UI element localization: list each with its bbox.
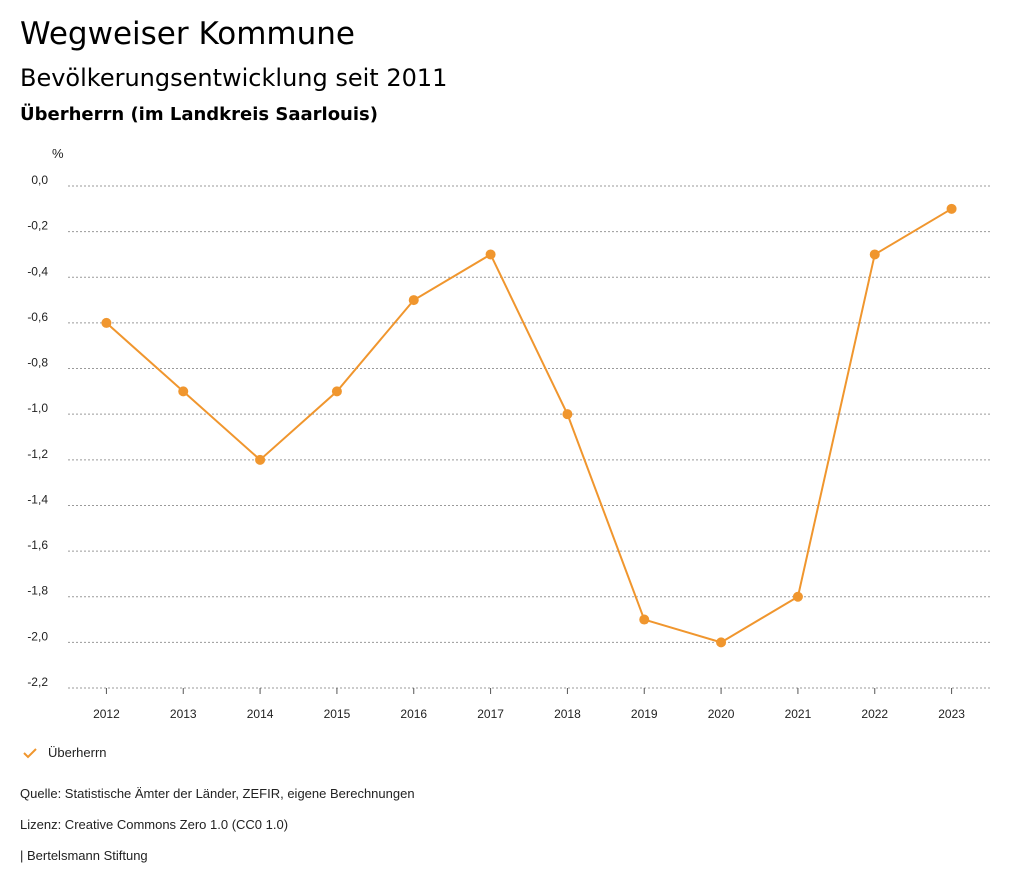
x-tick-label: 2015 xyxy=(324,707,351,721)
legend[interactable]: Überherrn xyxy=(22,745,107,760)
y-tick-label: -0,8 xyxy=(27,356,48,370)
legend-label: Überherrn xyxy=(48,745,107,760)
y-tick-label: -2,2 xyxy=(27,675,48,689)
y-tick-label: -1,0 xyxy=(27,401,48,415)
y-axis-ticks: 0,0 -0,2 -0,4 -0,6 -0,8 -1,0 -1,2 -1,4 -1,6 -1,8 -… xyxy=(27,173,48,689)
x-tick-label: 2018 xyxy=(554,707,581,721)
data-point[interactable] xyxy=(255,454,266,465)
checkmark-icon xyxy=(23,747,37,758)
y-tick-label: -0,2 xyxy=(27,219,48,233)
y-tick-label: 0,0 xyxy=(31,173,48,187)
data-point[interactable] xyxy=(946,203,957,214)
series-group xyxy=(101,203,957,648)
x-tick-label: 2020 xyxy=(708,707,735,721)
data-point[interactable] xyxy=(178,386,189,397)
x-tick-label: 2023 xyxy=(938,707,965,721)
y-tick-label: -0,4 xyxy=(27,264,48,278)
data-point[interactable] xyxy=(869,249,880,260)
publisher-note: | Bertelsmann Stiftung xyxy=(20,848,148,863)
y-tick-label: -1,6 xyxy=(27,538,48,552)
license-note: Lizenz: Creative Commons Zero 1.0 (CC0 1… xyxy=(20,817,289,832)
x-tick-label: 2016 xyxy=(400,707,427,721)
data-point[interactable] xyxy=(792,591,803,602)
data-point[interactable] xyxy=(716,637,727,648)
chart-title: Wegweiser Kommune xyxy=(20,16,355,52)
x-tick-label: 2014 xyxy=(247,707,274,721)
x-tick-label: 2017 xyxy=(477,707,504,721)
data-point[interactable] xyxy=(639,614,650,625)
y-tick-label: -1,2 xyxy=(27,447,48,461)
series-line xyxy=(105,207,953,644)
x-axis-ticks: 2012 2013 2014 2015 2016 2017 2018 2019 2020 2021… xyxy=(93,688,965,721)
data-point[interactable] xyxy=(101,317,112,328)
x-tick-label: 2012 xyxy=(93,707,120,721)
y-tick-label: -1,4 xyxy=(27,492,48,506)
data-point[interactable] xyxy=(331,386,342,397)
y-tick-label: -2,0 xyxy=(27,629,48,643)
data-point[interactable] xyxy=(408,295,419,306)
grid-lines xyxy=(68,185,990,689)
y-tick-label: -0,6 xyxy=(27,310,48,324)
chart-subtitle: Bevölkerungsentwicklung seit 2011 xyxy=(20,64,448,92)
x-tick-label: 2019 xyxy=(631,707,658,721)
data-point[interactable] xyxy=(485,249,496,260)
y-axis-unit-label: % xyxy=(52,146,64,161)
line-chart: % 0,0 -0,2 -0,4 -0,6 -0,8 -1,0 -1,2 -1,4 -1,6 -1,… xyxy=(27,146,990,721)
y-tick-label: -1,8 xyxy=(27,584,48,598)
x-tick-label: 2021 xyxy=(785,707,812,721)
source-note: Quelle: Statistische Ämter der Länder, Z… xyxy=(20,786,415,801)
x-tick-label: 2022 xyxy=(861,707,888,721)
x-tick-label: 2013 xyxy=(170,707,197,721)
region-label: Überherrn (im Landkreis Saarlouis) xyxy=(20,104,378,125)
data-point[interactable] xyxy=(562,409,573,420)
